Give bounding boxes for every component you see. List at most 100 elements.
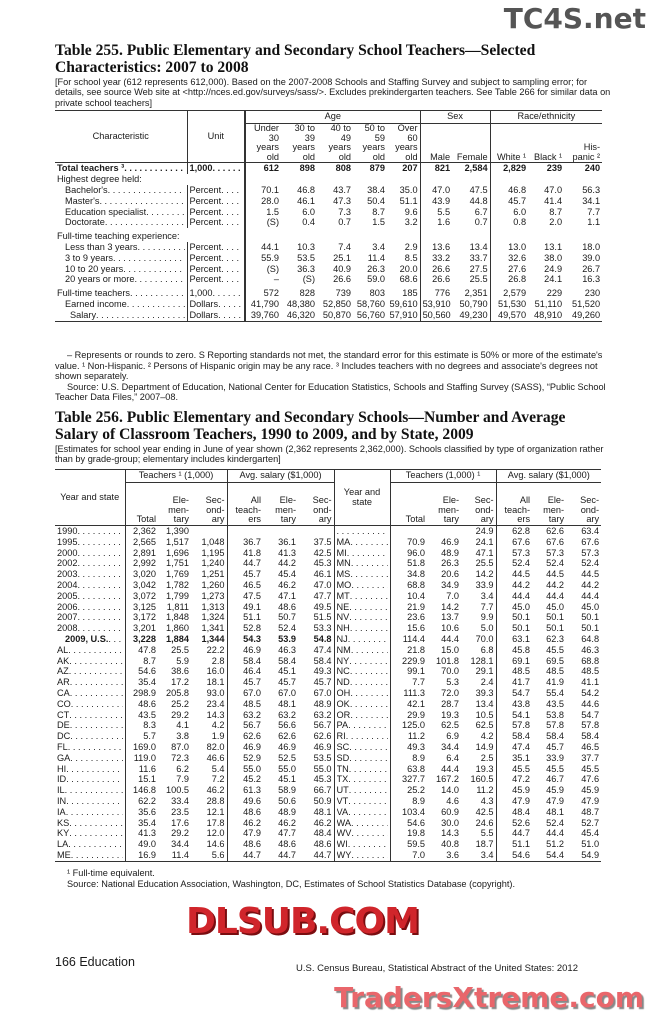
cell: 0.4	[302, 217, 315, 228]
cell: 3,042	[133, 579, 156, 590]
state-label: NJ	[334, 633, 391, 645]
cell: 40.8	[441, 839, 460, 850]
cell: 45.0	[512, 601, 531, 612]
state-label: SD	[334, 752, 391, 764]
cell: 6.0	[302, 206, 315, 217]
cell: 51.0	[581, 839, 600, 850]
cell: 58.9	[278, 785, 297, 796]
cell: 45.3	[298, 774, 335, 786]
column-header: Male	[420, 123, 453, 164]
state-label: PA	[334, 720, 391, 732]
cell: 96.0	[407, 547, 426, 558]
cell: 14.9	[461, 741, 497, 753]
cell: 160.5	[461, 774, 497, 786]
cell: 50.1	[546, 612, 565, 623]
cell: 62.6	[298, 731, 335, 742]
cell	[420, 228, 452, 242]
column-header: Total	[390, 482, 428, 526]
label-text: Full-time teachers	[57, 288, 131, 299]
cell: 1,195	[191, 547, 228, 559]
cell: 2.4	[461, 677, 497, 688]
cell: 44.4	[441, 633, 460, 644]
cell: 29.2	[171, 709, 189, 720]
column-header: Ele- men- tary	[158, 482, 191, 526]
cell: 63.2	[298, 709, 335, 721]
cell: 1.5	[266, 206, 279, 217]
label-text: AK	[57, 655, 70, 666]
table-row: ME16.911.45.644.744.744.7WY7.03.63.454.6…	[55, 849, 601, 862]
table-255-headnote: [For school year (612 represents 612,000…	[55, 77, 611, 108]
state-label: OR	[334, 709, 391, 721]
label-text: OK	[336, 698, 350, 709]
year-state-label: GA	[55, 752, 126, 764]
cell: 54.4	[546, 849, 565, 860]
cell: 1,769	[166, 569, 189, 580]
cell: 48.5	[581, 666, 600, 677]
cell: 5.7	[143, 731, 156, 742]
cell: 3.4	[372, 241, 385, 252]
cell	[245, 174, 281, 185]
cell: 2.5	[461, 752, 497, 764]
year-state-label: 2008	[55, 623, 126, 634]
table-row: DoctoratePercent(S)0.40.71.53.21.60.70.8…	[55, 217, 602, 229]
cell: 64.8	[581, 633, 600, 644]
cell: 57.8	[581, 720, 600, 731]
cell: 54.7	[581, 709, 600, 720]
cell: 47.7	[278, 828, 297, 839]
cell: 68.6	[387, 274, 421, 286]
cell: 49,230	[452, 309, 491, 322]
section-label: Highest degree held:	[55, 174, 246, 185]
cell	[564, 174, 602, 185]
row-label: Master's	[55, 195, 188, 207]
column-header: 50 to 59 years old	[353, 123, 387, 164]
table-row: Earned income Dollars 41,790 48,380 52,850 58…	[55, 298, 602, 310]
state-label: NM	[334, 644, 391, 656]
table-row: AR35.417.218.145.745.745.7ND7.75.32.441.…	[55, 677, 601, 688]
cell: 68.8	[407, 579, 426, 590]
cell: 7.7	[461, 601, 497, 613]
cell: 13.7	[441, 612, 460, 623]
cell: 57.8	[512, 720, 531, 731]
cell: 46,320	[286, 309, 315, 320]
cell: 69.5	[546, 655, 565, 666]
cell: 44.5	[546, 569, 565, 580]
cell: 48.6	[278, 839, 297, 850]
cell: 5.6	[191, 849, 228, 862]
cell: 169.0	[133, 741, 156, 752]
label-text: FL	[57, 741, 68, 752]
cell: 62.6	[546, 526, 565, 536]
cell: 24.1	[461, 536, 497, 548]
cell: 41.7	[512, 677, 531, 688]
cell: 10.4	[407, 590, 426, 601]
cell: 22.2	[191, 644, 228, 656]
label-text: 2009, U.S.	[65, 633, 109, 644]
cell: 803	[369, 288, 385, 299]
cell: 62.6	[278, 731, 297, 742]
table-row: 3 to 9 years Percent 55.9 53.5 25.1 11.48.5 33…	[55, 252, 602, 264]
table-row: Salary Dollars 39,760 46,320 50,870 56,76057,…	[55, 309, 602, 322]
cell: 1.6	[437, 217, 451, 228]
cell: 46.3	[278, 644, 297, 655]
row-label: Total teachers ³	[55, 162, 188, 175]
cell: 6.4	[446, 752, 460, 763]
cell: 47.9	[243, 828, 262, 839]
cell: 45.7	[243, 677, 262, 688]
cell: 2,584	[452, 162, 491, 175]
cell: 9.6	[387, 206, 421, 218]
cell: 229	[546, 288, 563, 299]
state-label: ND	[334, 677, 391, 688]
cell: 2,362	[133, 526, 156, 536]
table-row: Highest degree held:	[55, 174, 602, 185]
unit-text: 1,000	[189, 288, 213, 299]
cell: 16.0	[191, 666, 228, 678]
cell: 2,891	[133, 547, 156, 558]
cell: 8.9	[412, 795, 426, 806]
cell: 205.8	[166, 687, 189, 698]
cell: 26.7	[582, 263, 601, 274]
cell: 50.1	[512, 612, 531, 623]
state-label: NC	[334, 666, 391, 678]
cell: 44.4	[546, 828, 565, 839]
cell: 34.4	[441, 741, 460, 752]
